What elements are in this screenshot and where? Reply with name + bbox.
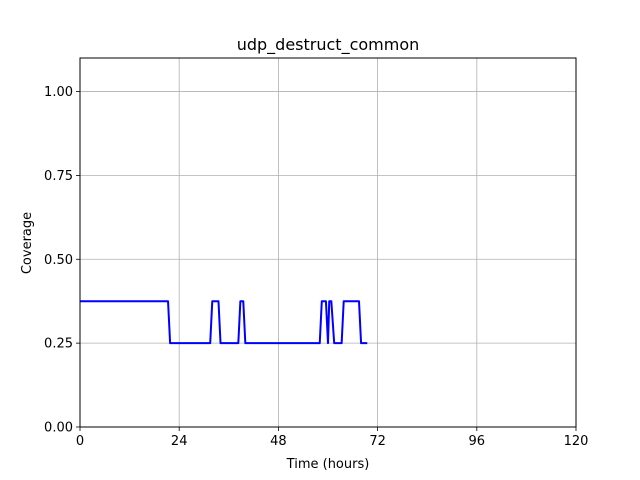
coverage-series-line [80, 300, 368, 345]
y-tick-label: 0.00 [44, 421, 73, 436]
y-tick-label: 0.50 [44, 253, 73, 268]
data-series [80, 300, 368, 345]
x-tick-label: 0 [76, 434, 84, 449]
y-axis: 0.00 0.25 0.50 0.75 1.00 [44, 85, 80, 436]
y-axis-label: Coverage [20, 212, 35, 274]
grid-lines [79, 58, 577, 428]
x-tick-label: 120 [564, 434, 589, 449]
chart-title: udp_destruct_common [237, 35, 420, 55]
x-axis-label: Time (hours) [286, 457, 370, 472]
x-tick-label: 72 [369, 434, 386, 449]
y-tick-label: 0.75 [44, 169, 73, 184]
x-tick-label: 24 [171, 434, 188, 449]
x-axis: 0 24 48 72 96 120 [76, 427, 589, 449]
x-tick-label: 48 [270, 434, 287, 449]
y-tick-label: 1.00 [44, 85, 73, 100]
y-tick-label: 0.25 [44, 337, 73, 352]
plot-area-frame [79, 57, 577, 428]
x-tick-label: 96 [469, 434, 486, 449]
